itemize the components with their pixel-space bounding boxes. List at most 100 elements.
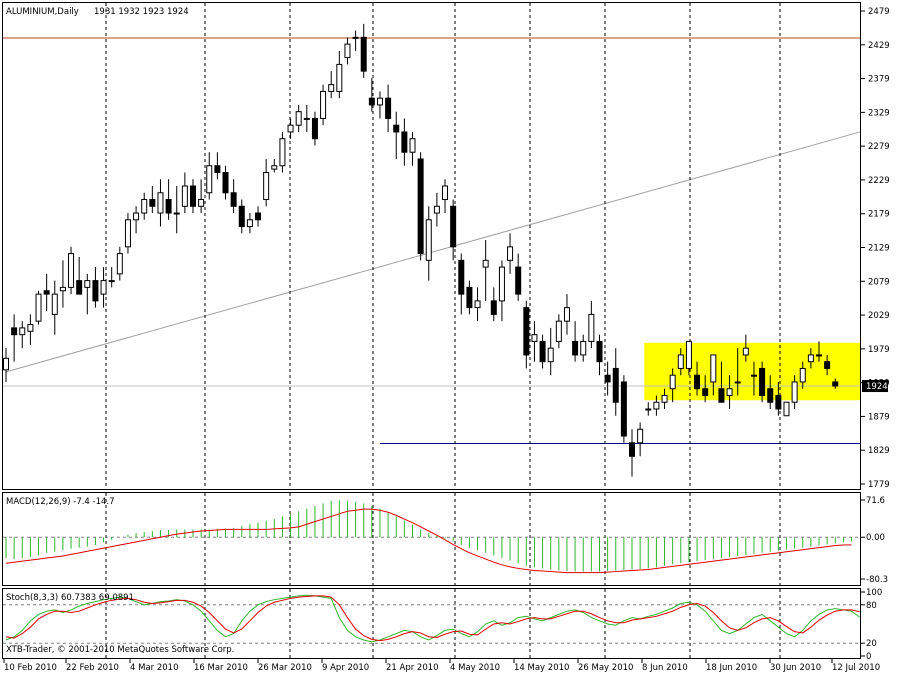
price-tick-label: 1829 [868, 446, 890, 456]
candle-body [507, 246, 514, 261]
time-tick-label: 16 Mar 2010 [194, 663, 248, 673]
stoch-tick-label: 80 [866, 601, 877, 611]
candle-body [474, 300, 481, 309]
candle-body [442, 185, 449, 201]
price-tick-label: 2429 [868, 41, 890, 51]
candle-body [287, 124, 294, 133]
price-tick-label: 2479 [868, 7, 890, 17]
chart-symbol-label: ALUMINIUM,Daily [6, 7, 79, 17]
candle-body [742, 347, 749, 356]
copyright-footer: XTB-Trader, © 2001-2010 MetaQuotes Softw… [6, 645, 234, 655]
stoch-axis: 100 80 20 0 [861, 588, 882, 662]
candle-body [3, 357, 9, 371]
candle-body [246, 219, 253, 228]
candle-body [425, 219, 432, 261]
stoch-tick-label: 20 [866, 639, 877, 649]
candle-body [677, 354, 684, 369]
macd-tick-label: 0.00 [866, 533, 885, 543]
candle-body [189, 185, 196, 207]
candle-body [531, 334, 538, 342]
candle-body [279, 138, 286, 167]
candle-body [368, 97, 375, 106]
time-tick-label: 9 Apr 2010 [322, 663, 369, 673]
candle-body [271, 165, 278, 170]
candle-body [580, 340, 587, 356]
candle-body [206, 165, 213, 194]
macd-signal-line [5, 508, 852, 574]
time-tick-label: 14 May 2010 [514, 663, 569, 673]
candle-body [775, 394, 782, 410]
candle-body [661, 394, 668, 403]
candle-body [750, 374, 757, 377]
stoch-label: Stoch(8,3,3) 60.7383 69.0891 [6, 593, 134, 603]
candle-body [726, 388, 733, 396]
price-tick-label: 2079 [868, 277, 890, 287]
candle-body [76, 280, 83, 295]
candle-body [604, 374, 611, 383]
price-tick-label: 1779 [868, 480, 890, 490]
candle-body [133, 212, 140, 221]
macd-tick-label: -80.3 [866, 575, 888, 585]
macd-axis: 71.6 0.00 -80.3 [861, 496, 888, 585]
time-axis: 10 Feb 2010 22 Feb 2010 4 Mar 2010 16 Mar 2… [3, 659, 880, 673]
candle-body [539, 340, 546, 363]
time-tick-label: 26 May 2010 [578, 663, 633, 673]
candle-body [645, 408, 652, 411]
candle-body [807, 354, 814, 363]
macd-tick-label: 71.6 [866, 496, 885, 506]
candle-body [734, 381, 741, 384]
candle-body [51, 293, 58, 315]
candle-body [141, 199, 148, 214]
candle-body [523, 307, 530, 356]
candle-body [694, 374, 701, 390]
candle-body [783, 401, 790, 417]
candle-body [799, 367, 806, 383]
candle-body [198, 199, 205, 207]
candle-body [393, 124, 400, 133]
stoch-tick-label: 100 [866, 588, 882, 598]
candle-body [791, 381, 798, 403]
candle-body [669, 374, 676, 390]
candle-body [92, 280, 99, 302]
candle-body [376, 97, 383, 106]
candle-body [35, 293, 42, 322]
candle-body [255, 212, 262, 221]
candle-body [490, 300, 497, 315]
candle-body [433, 205, 440, 214]
time-tick-label: 30 Jun 2010 [770, 663, 821, 673]
candle-body [328, 84, 335, 92]
candle-body [295, 111, 302, 126]
price-tick-label: 1879 [868, 412, 890, 422]
candle-body [482, 259, 489, 268]
candle-body [702, 388, 709, 396]
range-box [644, 342, 860, 401]
candle-body [11, 327, 18, 336]
candle-body [563, 307, 570, 322]
candle-body [588, 313, 595, 342]
price-tick-label: 1979 [868, 345, 890, 355]
candle-body [27, 324, 34, 332]
candle-body [555, 320, 562, 342]
time-tick-label: 26 Mar 2010 [258, 663, 312, 673]
candle-body [572, 340, 579, 356]
candle-body [320, 90, 327, 119]
candle-body [43, 290, 50, 295]
candle-body [214, 165, 221, 173]
candle-body [458, 259, 465, 295]
candle-body [629, 442, 636, 457]
candle-body [710, 354, 717, 383]
candle-body [832, 381, 839, 387]
candle-body [181, 185, 188, 207]
svg-text:1924: 1924 [866, 382, 888, 392]
stoch-series [3, 594, 860, 644]
price-tick-label: 2279 [868, 142, 890, 152]
candle-body [685, 340, 692, 369]
price-tick-label: 2379 [868, 75, 890, 85]
candle-body [116, 253, 123, 275]
chart-ohlc-label: 1931 1932 1923 1924 [94, 7, 189, 17]
candle-body [157, 192, 164, 214]
candle-body [344, 43, 351, 59]
candle-body [222, 171, 229, 194]
candle-body [303, 117, 310, 120]
